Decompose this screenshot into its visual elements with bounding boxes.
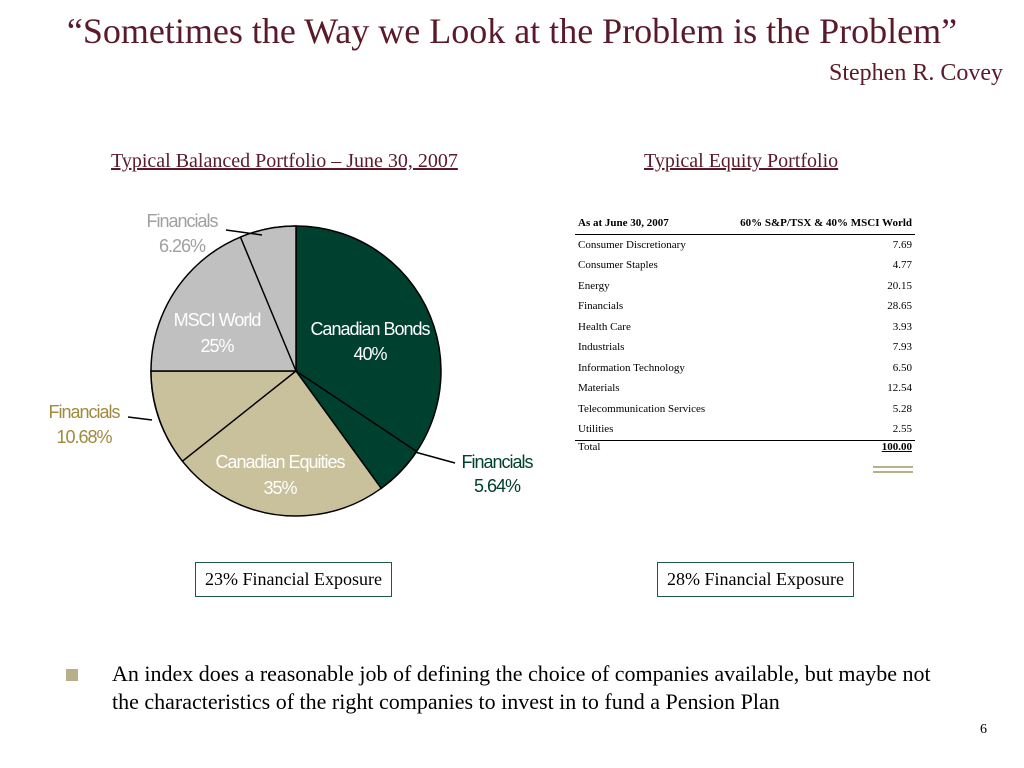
sector: Utilities [578, 423, 614, 436]
slice-value: 35% [263, 478, 297, 498]
page-number: 6 [980, 722, 987, 737]
slide-title: “Sometimes the Way we Look at the Proble… [66, 11, 958, 51]
pie-chart: Canadian Bonds 40% Financials 5.64% Canadian… [48, 211, 535, 517]
weight: 2.55 [892, 423, 912, 436]
total-label: Total [578, 440, 601, 453]
weight: 7.69 [892, 238, 912, 251]
exposure-box: 28% Financial Exposure [657, 562, 854, 597]
weight: 3.93 [892, 320, 912, 333]
equity-table: As at June 30, 2007 60% S&P/TSX & 40% MS… [575, 213, 915, 467]
table-row: Utilities 2.55 [575, 419, 915, 440]
slice-label: Canadian Bonds [310, 319, 430, 339]
pie-sub-slice [150, 370, 299, 463]
sector: Health Care [578, 320, 631, 333]
slice-value: 40% [353, 344, 387, 364]
sub-slice-value: 5.64% [474, 476, 521, 496]
total-row: Total 100.00 [575, 440, 915, 467]
total-value: 100.00 [881, 440, 912, 453]
table-row: Telecommunication Services 5.28 [575, 399, 915, 420]
sector: Materials [578, 382, 620, 395]
table-row: Consumer Staples 4.77 [575, 255, 915, 276]
double-rule [873, 466, 913, 473]
sector: Industrials [578, 341, 625, 354]
sector: Consumer Discretionary [578, 238, 686, 251]
bullet-marker [66, 669, 78, 681]
weight: 4.77 [892, 259, 912, 272]
leader-line [414, 451, 456, 464]
column-header: As at June 30, 2007 [578, 217, 669, 230]
table-row: Information Technology 6.50 [575, 358, 915, 379]
weight: 7.93 [892, 341, 912, 354]
table-row: Consumer Discretionary 7.69 [575, 234, 915, 255]
table-row: Financials 28.65 [575, 296, 915, 317]
table-title: Typical Equity Portfolio [644, 150, 839, 172]
weight: 6.50 [892, 361, 912, 374]
sub-slice-value: 6.26% [159, 236, 206, 256]
sector: Consumer Staples [578, 259, 658, 272]
chart-title: Typical Balanced Portfolio – June 30, 20… [111, 150, 458, 172]
table-row: Energy 20.15 [575, 276, 915, 297]
weight: 20.15 [887, 279, 912, 292]
sub-slice-label: Financials [461, 452, 533, 472]
slice-label: Canadian Equities [215, 452, 345, 472]
sub-slice-label: Financials [48, 402, 120, 422]
sector: Financials [578, 300, 624, 313]
sector: Telecommunication Services [578, 402, 706, 415]
weight: 5.28 [892, 402, 912, 415]
table-row: Materials 12.54 [575, 378, 915, 399]
slice-label: MSCI World [174, 310, 261, 330]
leader-line [127, 416, 153, 421]
table-row: Industrials 7.93 [575, 337, 915, 358]
sub-slice-label: Financials [146, 211, 218, 231]
weight: 12.54 [887, 382, 912, 395]
exposure-box: 23% Financial Exposure [195, 562, 392, 597]
weight: 28.65 [887, 300, 912, 313]
sector: Information Technology [578, 361, 685, 374]
table-row: Health Care 3.93 [575, 317, 915, 338]
bullet-text: An index does a reasonable job of defini… [112, 661, 931, 714]
sector: Energy [578, 279, 610, 292]
author: Stephen R. Covey [829, 60, 1003, 86]
leader-line [225, 229, 263, 236]
sub-slice-value: 10.68% [56, 427, 112, 447]
column-header: 60% S&P/TSX & 40% MSCI World [740, 217, 912, 230]
slice-value: 25% [200, 336, 234, 356]
pie-sub-slice [239, 225, 297, 372]
